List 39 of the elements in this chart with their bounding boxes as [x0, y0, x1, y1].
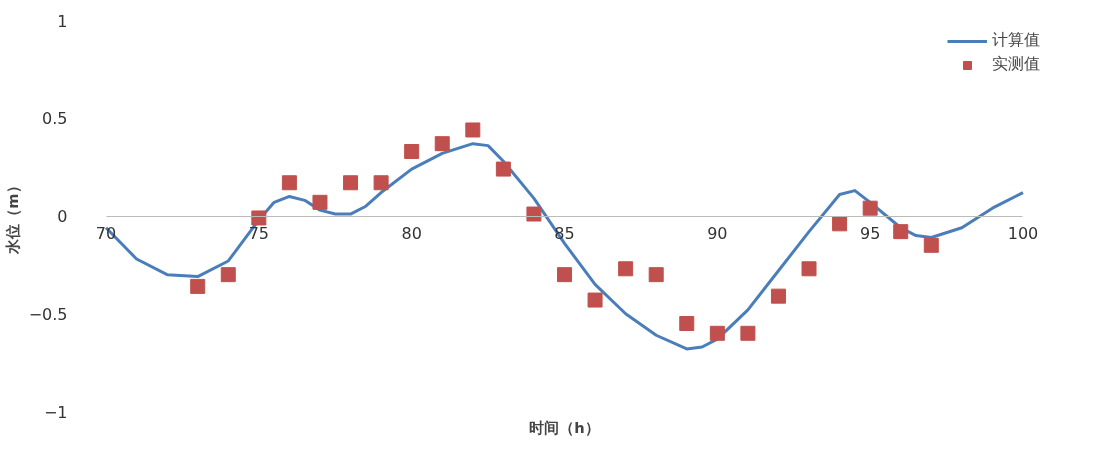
point: [618, 261, 634, 277]
point: [893, 224, 909, 240]
y-axis-title: 水位（m）: [3, 178, 21, 255]
point: [557, 267, 572, 283]
y-tick-label: −1: [43, 402, 68, 422]
point: [648, 267, 664, 283]
point: [770, 288, 786, 304]
point: [434, 136, 450, 152]
point: [587, 292, 603, 308]
y-tick-label: 0.5: [42, 109, 68, 129]
y-tick-label: 1: [57, 11, 68, 31]
x-tick-label: 75: [248, 224, 270, 243]
point: [923, 237, 939, 253]
point: [281, 175, 297, 191]
point: [312, 194, 328, 210]
point: [251, 210, 267, 226]
point: [190, 278, 206, 294]
legend-label: 计算值: [992, 30, 1040, 51]
point: [404, 143, 420, 159]
x-tick-label: 80: [401, 224, 422, 243]
point: [709, 325, 725, 341]
legend-label: 实测值: [992, 54, 1040, 75]
point: [832, 216, 848, 232]
x-tick-label: 95: [859, 224, 881, 243]
point: [801, 261, 817, 277]
y-tick-label: 0: [57, 207, 68, 226]
point: [679, 316, 695, 332]
point: [526, 206, 542, 222]
x-axis-title: 时间（h）: [529, 418, 600, 436]
point: [343, 175, 359, 191]
point: [862, 200, 878, 216]
point: [495, 161, 511, 177]
point: [465, 122, 481, 138]
y-tick-label: −0.5: [28, 304, 68, 324]
point: [373, 175, 389, 191]
point: [740, 325, 756, 341]
x-tick-label: 90: [707, 224, 728, 243]
point: [220, 267, 236, 283]
x-tick-label: 100: [1007, 224, 1039, 243]
